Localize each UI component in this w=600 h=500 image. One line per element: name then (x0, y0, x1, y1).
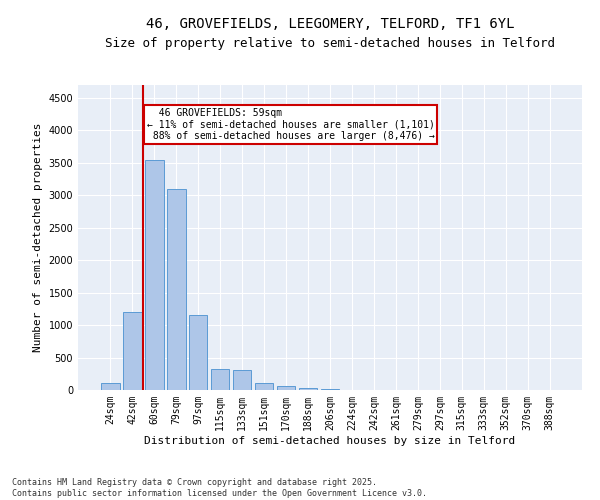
Bar (277, 386, 295, 390)
Text: 46, GROVEFIELDS, LEEGOMERY, TELFORD, TF1 6YL: 46, GROVEFIELDS, LEEGOMERY, TELFORD, TF1… (146, 18, 514, 32)
X-axis label: Distribution of semi-detached houses by size in Telford: Distribution of semi-detached houses by … (145, 436, 515, 446)
Bar (167, 189, 185, 390)
Bar (101, 383, 119, 390)
Y-axis label: Number of semi-detached properties: Number of semi-detached properties (33, 122, 43, 352)
Bar (299, 388, 317, 390)
Bar (145, 160, 164, 390)
Bar (123, 312, 142, 390)
Bar (189, 316, 208, 390)
Bar (233, 370, 251, 390)
Bar (211, 369, 229, 390)
Text: Contains HM Land Registry data © Crown copyright and database right 2025.
Contai: Contains HM Land Registry data © Crown c… (12, 478, 427, 498)
Bar (255, 383, 274, 390)
Text: Size of property relative to semi-detached houses in Telford: Size of property relative to semi-detach… (105, 38, 555, 51)
Text: 46 GROVEFIELDS: 59sqm
← 11% of semi-detached houses are smaller (1,101)
 88% of : 46 GROVEFIELDS: 59sqm ← 11% of semi-deta… (146, 108, 434, 141)
